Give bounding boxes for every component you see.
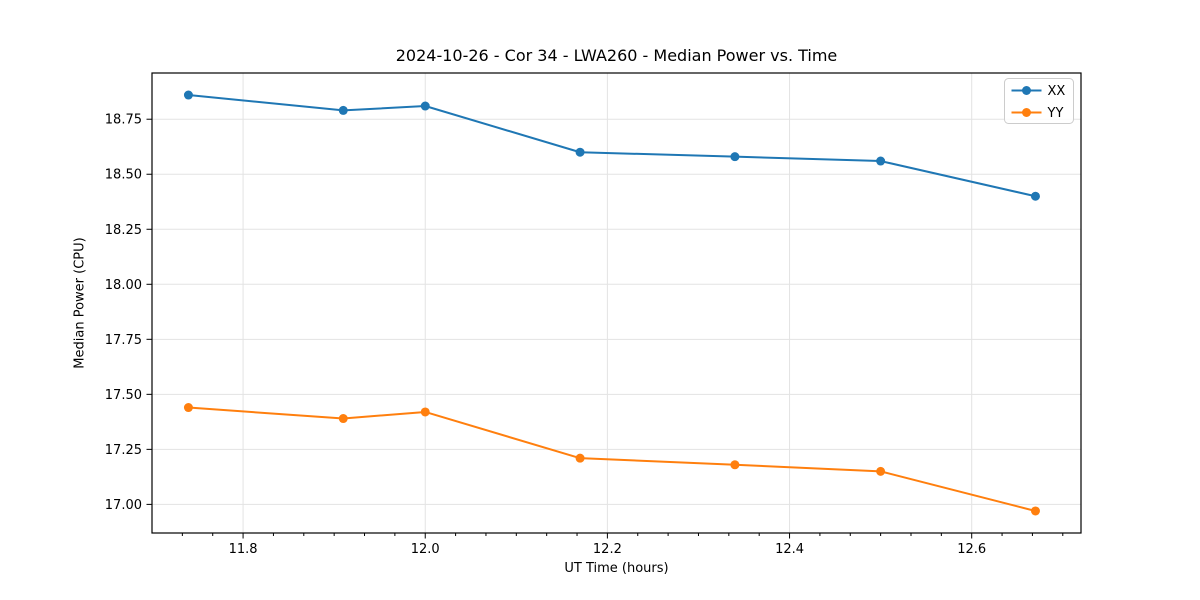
legend-label-XX: XX [1048,84,1066,99]
data-point-YY [420,407,430,417]
x-tick-label: 12.2 [593,542,622,557]
data-point-YY [183,403,193,413]
y-tick-label: 18.50 [105,168,142,183]
data-point-YY [876,466,886,476]
data-point-YY [575,453,585,463]
data-point-XX [183,90,193,100]
data-point-XX [575,147,585,157]
y-tick-label: 17.50 [105,388,142,403]
data-point-YY [338,414,348,424]
data-point-YY [1030,506,1040,516]
x-tick-label: 12.6 [957,542,986,557]
legend-marker-sample [1022,108,1031,117]
x-tick-label: 11.8 [229,542,258,557]
series-line-YY [187,406,1037,512]
y-tick-label: 18.25 [105,223,142,238]
x-tick-label: 12.4 [775,542,804,557]
series-line-XX [187,94,1037,198]
legend-marker-sample [1022,86,1031,95]
y-tick-label: 17.25 [105,443,142,458]
y-tick-label: 17.75 [105,333,142,348]
data-point-XX [1030,191,1040,201]
axes-spines [151,72,1082,534]
y-tick-label: 18.75 [105,113,142,128]
data-point-XX [876,156,886,166]
x-axis-label: UT Time (hours) [564,561,669,576]
data-point-XX [420,101,430,111]
data-point-XX [338,105,348,115]
y-tick-label: 17.00 [105,498,142,513]
legend-label-YY: YY [1047,106,1064,121]
x-tick-label: 12.0 [411,542,440,557]
chart-title: 2024-10-26 - Cor 34 - LWA260 - Median Po… [395,46,838,65]
data-point-YY [730,460,740,470]
y-tick-label: 18.00 [105,278,142,293]
data-point-XX [730,152,740,162]
